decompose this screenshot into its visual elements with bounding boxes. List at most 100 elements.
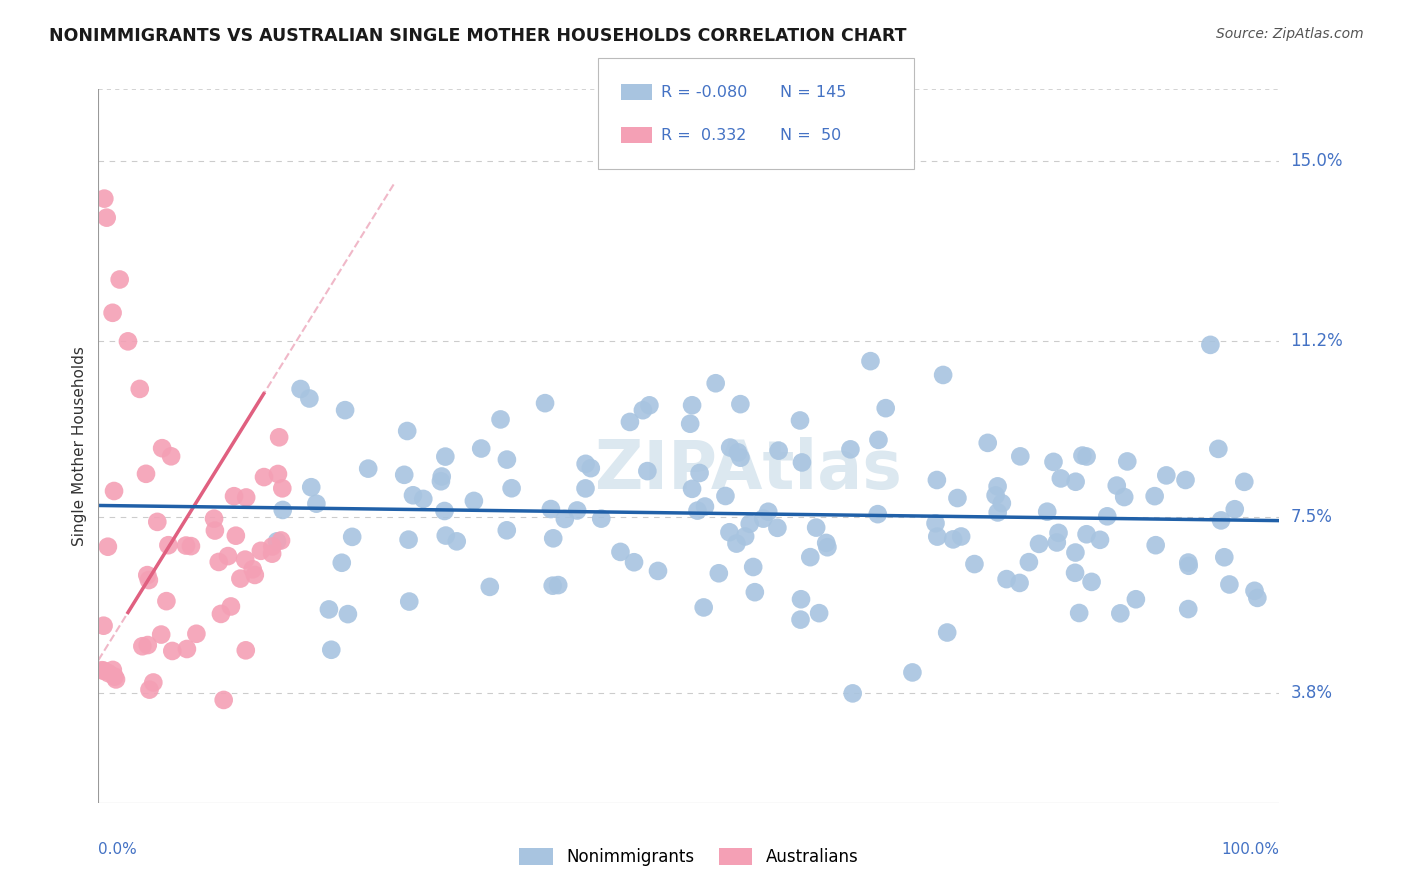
- Point: [984, 488, 1007, 502]
- Point: [150, 627, 173, 641]
- Point: [742, 560, 765, 574]
- Point: [927, 530, 949, 544]
- Point: [103, 483, 125, 498]
- Point: [804, 520, 827, 534]
- Point: [725, 536, 748, 550]
- Point: [1080, 574, 1102, 589]
- Point: [180, 539, 202, 553]
- Point: [579, 461, 602, 475]
- Y-axis label: Single Mother Households: Single Mother Households: [72, 346, 87, 546]
- Point: [162, 644, 184, 658]
- Point: [815, 536, 838, 550]
- Point: [540, 502, 562, 516]
- Point: [233, 552, 256, 566]
- Point: [150, 441, 173, 455]
- Point: [235, 491, 257, 505]
- Text: NONIMMIGRANTS VS AUSTRALIAN SINGLE MOTHER HOUSEHOLDS CORRELATION CHART: NONIMMIGRANTS VS AUSTRALIAN SINGLE MOTHE…: [49, 27, 907, 45]
- Point: [681, 398, 703, 412]
- Point: [93, 664, 115, 678]
- Point: [574, 482, 596, 496]
- Point: [790, 592, 813, 607]
- Point: [478, 580, 501, 594]
- Point: [1008, 576, 1031, 591]
- Point: [217, 549, 239, 563]
- Point: [1064, 566, 1087, 580]
- Point: [243, 568, 266, 582]
- Point: [1028, 537, 1050, 551]
- Point: [270, 533, 292, 548]
- Point: [693, 500, 716, 514]
- Point: [946, 491, 969, 505]
- Point: [262, 540, 284, 554]
- Point: [463, 494, 485, 508]
- Point: [219, 599, 242, 614]
- Point: [250, 544, 273, 558]
- Point: [101, 663, 124, 677]
- Point: [1144, 538, 1167, 552]
- Point: [318, 602, 340, 616]
- Point: [160, 450, 183, 464]
- Point: [225, 529, 247, 543]
- Point: [117, 334, 139, 349]
- Point: [305, 497, 328, 511]
- Point: [412, 491, 434, 506]
- Point: [131, 639, 153, 653]
- Point: [936, 625, 959, 640]
- Point: [176, 642, 198, 657]
- Text: N = 145: N = 145: [780, 85, 846, 100]
- Point: [554, 512, 576, 526]
- Point: [108, 272, 131, 286]
- Point: [1109, 607, 1132, 621]
- Text: 7.5%: 7.5%: [1291, 508, 1333, 526]
- Point: [146, 515, 169, 529]
- Point: [1036, 505, 1059, 519]
- Text: 11.2%: 11.2%: [1291, 333, 1343, 351]
- Point: [789, 413, 811, 427]
- Point: [321, 642, 343, 657]
- Point: [1069, 606, 1091, 620]
- Point: [267, 467, 290, 481]
- Point: [1246, 591, 1268, 605]
- Point: [1199, 338, 1222, 352]
- Point: [1116, 454, 1139, 468]
- Point: [932, 368, 955, 382]
- Point: [209, 607, 232, 621]
- Text: 3.8%: 3.8%: [1291, 684, 1333, 702]
- Point: [987, 479, 1010, 493]
- Point: [1064, 475, 1087, 489]
- Point: [1218, 577, 1240, 591]
- Point: [730, 450, 752, 465]
- Point: [689, 466, 711, 480]
- Point: [1088, 533, 1111, 547]
- Point: [1018, 555, 1040, 569]
- Point: [269, 430, 291, 444]
- Point: [1156, 468, 1178, 483]
- Point: [875, 401, 897, 416]
- Point: [138, 682, 160, 697]
- Point: [692, 600, 714, 615]
- Point: [93, 618, 115, 632]
- Point: [357, 461, 380, 475]
- Point: [398, 533, 420, 547]
- Point: [1125, 592, 1147, 607]
- Text: Source: ZipAtlas.com: Source: ZipAtlas.com: [1216, 27, 1364, 41]
- Point: [430, 475, 453, 489]
- Point: [128, 382, 150, 396]
- Point: [97, 666, 120, 681]
- Point: [495, 524, 517, 538]
- Point: [789, 613, 811, 627]
- Point: [1064, 545, 1087, 559]
- Point: [299, 480, 322, 494]
- Point: [681, 482, 703, 496]
- Text: ZIPAtlas: ZIPAtlas: [595, 437, 901, 503]
- Point: [235, 643, 257, 657]
- Point: [136, 638, 159, 652]
- Point: [266, 534, 288, 549]
- Point: [433, 504, 456, 518]
- Point: [396, 424, 419, 438]
- Point: [815, 540, 838, 554]
- Point: [565, 503, 588, 517]
- Point: [434, 450, 457, 464]
- Point: [430, 469, 453, 483]
- Point: [1177, 556, 1199, 570]
